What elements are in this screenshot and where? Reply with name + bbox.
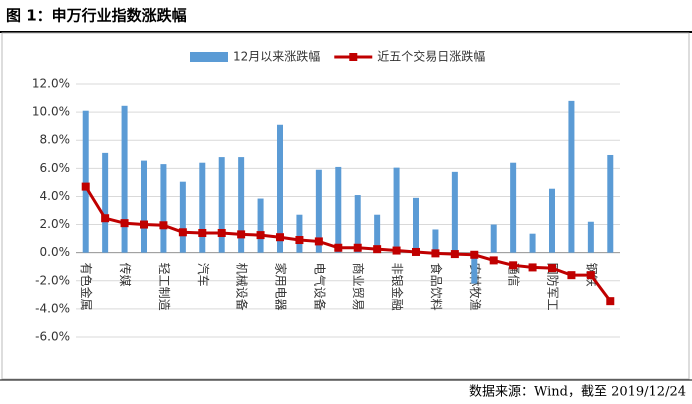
line-marker <box>373 245 382 254</box>
y-tick-label: 8.0% <box>40 133 71 147</box>
line-marker <box>392 246 401 255</box>
x-tick-label: 汽车 <box>196 263 211 287</box>
line-marker <box>470 250 479 259</box>
bar <box>82 110 89 253</box>
bar <box>160 164 167 253</box>
y-tick-label: 12.0% <box>32 77 70 91</box>
x-tick-label: 商业贸易 <box>351 263 366 311</box>
bar <box>121 105 128 253</box>
line <box>84 185 612 303</box>
line-marker <box>586 271 595 280</box>
bar <box>432 229 439 253</box>
x-tick-label: 轻工制造 <box>157 263 171 311</box>
line-marker <box>548 264 556 273</box>
bar <box>451 171 458 253</box>
bar <box>179 181 186 253</box>
line-marker <box>120 219 129 228</box>
bar <box>471 252 478 284</box>
bar <box>393 167 400 253</box>
bar <box>529 233 536 253</box>
x-tick-label: 国防军工 <box>546 263 561 311</box>
x-tick-label: 电气设备 <box>312 263 327 311</box>
line-marker <box>334 243 343 252</box>
bar <box>568 100 575 253</box>
legend-label: 12月以来涨跌幅 <box>233 49 320 64</box>
bar <box>315 169 322 253</box>
bar <box>549 188 555 253</box>
line-marker <box>81 182 90 191</box>
x-tick-label: 家用电器 <box>274 263 289 311</box>
bar <box>587 221 594 253</box>
chart-title: 图 1：申万行业指数涨跌幅 <box>6 7 187 25</box>
legend-swatch <box>190 52 228 62</box>
bar <box>141 160 147 253</box>
bar <box>413 197 419 253</box>
line-marker <box>567 271 576 280</box>
x-tick-label: 机械设备 <box>235 263 250 311</box>
line-marker <box>606 297 615 306</box>
y-tick-label: -6.0% <box>35 330 70 344</box>
y-tick-label: -2.0% <box>35 273 70 287</box>
x-tick-label: 食品饮料 <box>429 263 444 311</box>
bar <box>374 214 381 253</box>
line-marker <box>101 214 110 223</box>
bar <box>354 195 361 253</box>
line-marker <box>295 236 304 245</box>
bar <box>102 152 109 253</box>
y-tick-label: 0.0% <box>40 245 71 259</box>
x-tick-label: 传媒 <box>118 263 133 287</box>
bar <box>257 198 264 253</box>
y-tick-label: 2.0% <box>40 217 71 231</box>
line-marker <box>489 256 498 265</box>
legend-swatch <box>349 53 358 61</box>
legend-label: 近五个交易日涨跌幅 <box>377 49 485 64</box>
line-marker <box>412 247 420 256</box>
bar <box>296 214 303 253</box>
bar <box>277 124 283 253</box>
line-marker <box>159 221 168 230</box>
bar <box>238 157 245 253</box>
y-tick-label: -4.0% <box>35 301 70 315</box>
bar <box>335 166 342 253</box>
line-marker <box>217 228 226 237</box>
line-marker <box>314 237 323 246</box>
bar <box>510 162 517 253</box>
line-marker <box>237 230 246 239</box>
line-marker <box>509 261 518 270</box>
line-marker <box>431 249 440 258</box>
line-marker <box>140 220 148 229</box>
y-tick-label: 6.0% <box>40 161 71 175</box>
y-tick-label: 10.0% <box>32 105 70 119</box>
bar <box>490 224 497 253</box>
y-tick-label: 4.0% <box>40 189 71 203</box>
x-tick-label: 有色金属 <box>79 263 94 311</box>
line-marker <box>528 263 537 272</box>
x-tick-label: 非银金融 <box>390 263 405 311</box>
line-marker <box>450 250 459 259</box>
line-marker <box>178 228 187 237</box>
line-marker <box>353 243 362 252</box>
line-marker <box>256 231 265 240</box>
bar <box>199 162 206 253</box>
bar <box>218 157 225 253</box>
source-note: 数据来源：Wind，截至 2019/12/24 <box>469 385 686 400</box>
line-marker <box>198 228 207 237</box>
line-marker <box>276 233 284 242</box>
chart-frame <box>1 32 690 380</box>
bar <box>607 154 614 253</box>
